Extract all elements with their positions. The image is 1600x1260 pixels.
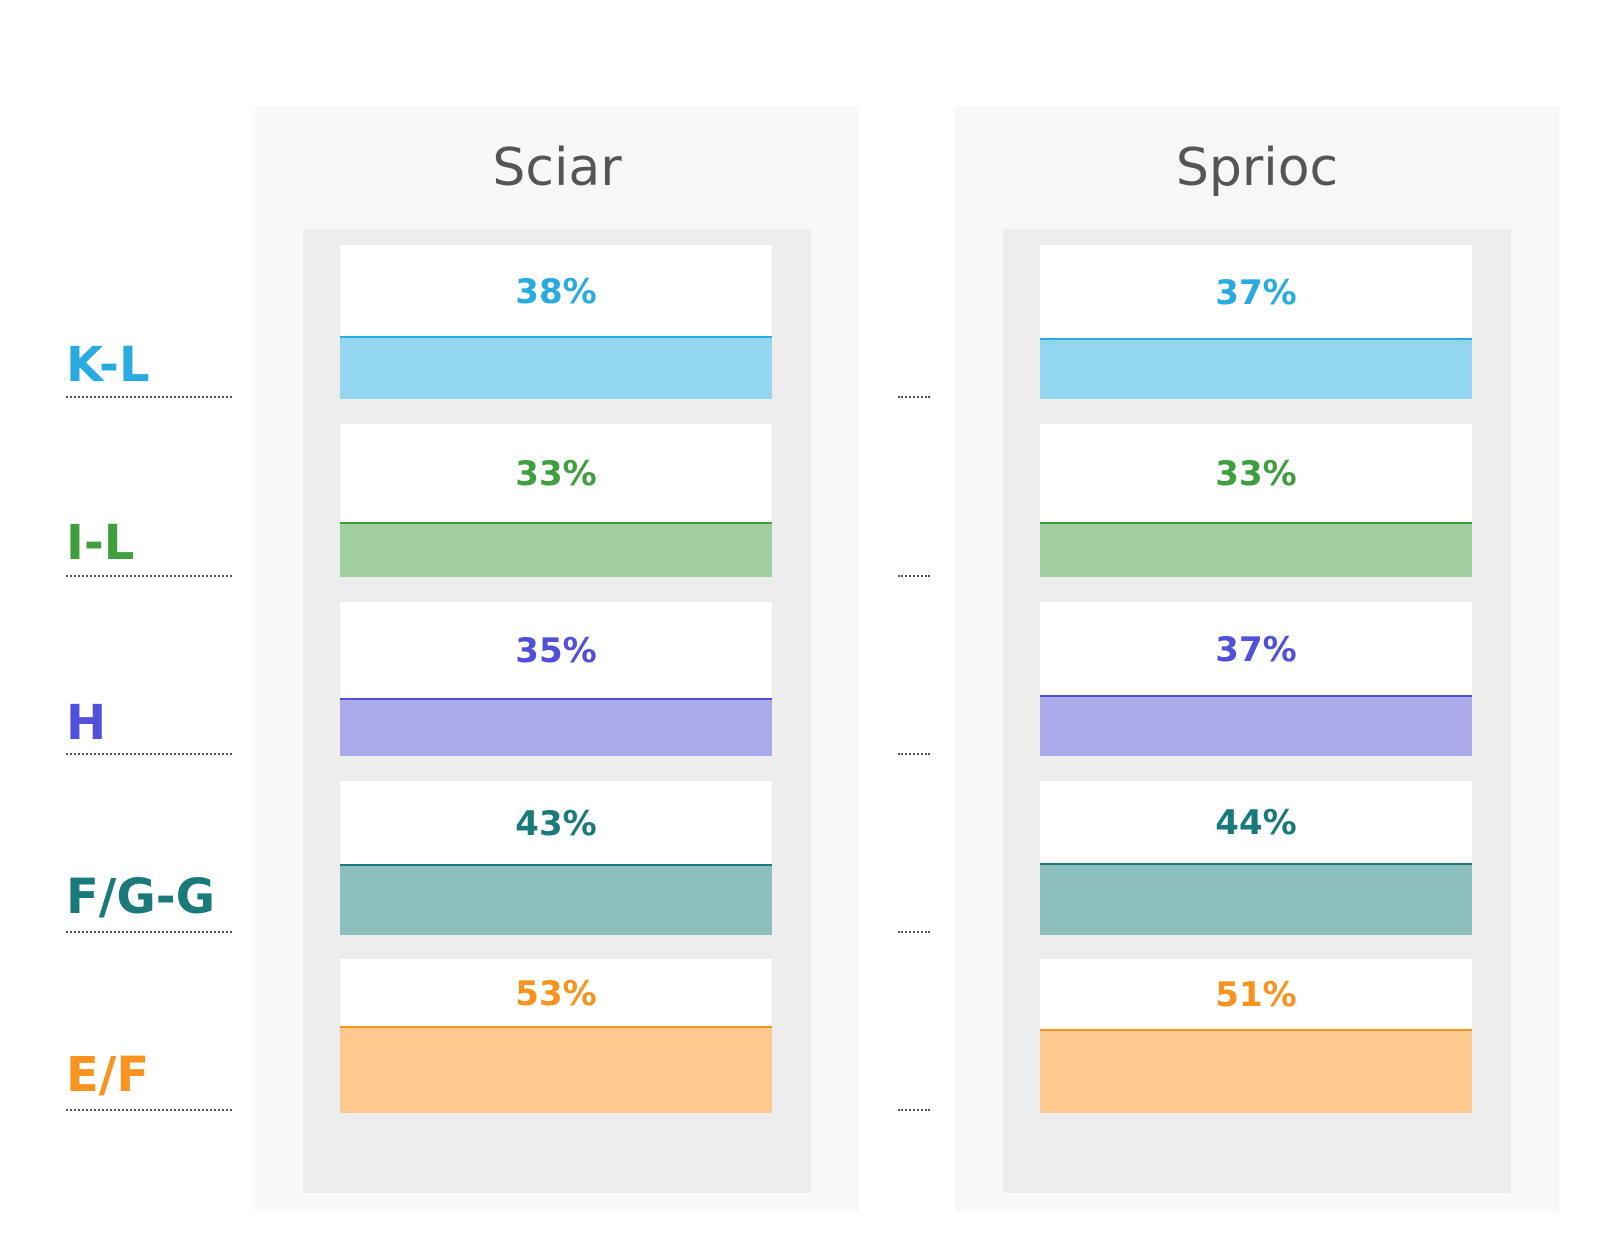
bar-card: 51%: [1040, 959, 1472, 1113]
leader-line: [66, 931, 232, 933]
data-label: 35%: [515, 631, 597, 671]
bar-card: 33%: [1040, 424, 1472, 577]
leader-line: [898, 1109, 930, 1111]
category-label: H: [66, 695, 107, 751]
data-label: 33%: [515, 454, 597, 494]
data-label: 53%: [515, 973, 597, 1014]
leader-line: [66, 1109, 232, 1111]
leader-line: [898, 753, 930, 755]
data-label: 38%: [515, 271, 597, 312]
category-label: E/F: [66, 1047, 150, 1103]
data-label: 44%: [1215, 803, 1297, 843]
bar: [340, 864, 772, 935]
category-label: I-L: [66, 515, 135, 571]
leader-line: [898, 396, 930, 398]
bar-card: 37%: [1040, 245, 1472, 399]
category-label: F/G-G: [66, 869, 216, 925]
data-label: 33%: [1215, 454, 1297, 494]
series-title: Sciar: [492, 138, 622, 198]
bar: [340, 1026, 772, 1113]
bar: [340, 698, 772, 756]
bar: [1040, 338, 1472, 399]
bar: [1040, 695, 1472, 756]
data-label: 43%: [515, 803, 597, 844]
bar-card: 37%: [1040, 602, 1472, 756]
data-label: 37%: [1215, 629, 1297, 670]
bar-card: 53%: [340, 959, 772, 1113]
bar: [1040, 522, 1472, 577]
bar-card: 33%: [340, 424, 772, 577]
bar: [1040, 863, 1472, 935]
data-label: 51%: [1215, 975, 1297, 1015]
data-label: 37%: [1215, 272, 1297, 313]
leader-line: [898, 575, 930, 577]
bar: [340, 336, 772, 399]
leader-line: [66, 753, 232, 755]
series-title: Sprioc: [1175, 138, 1339, 198]
bar: [1040, 1029, 1472, 1113]
bar-card: 38%: [340, 245, 772, 399]
bar-card: 44%: [1040, 781, 1472, 935]
bar-card: 43%: [340, 781, 772, 935]
leader-line: [66, 575, 232, 577]
bar-card: 35%: [340, 602, 772, 756]
bar: [340, 522, 772, 577]
category-label: K-L: [66, 337, 150, 393]
leader-line: [66, 396, 232, 398]
leader-line: [898, 931, 930, 933]
